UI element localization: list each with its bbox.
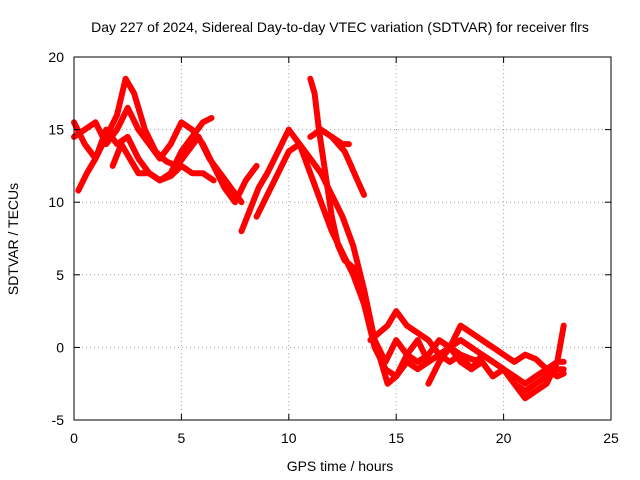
plot-frame (73, 56, 612, 421)
y-tick-label: 20 (48, 49, 64, 65)
series-track-5 (238, 126, 486, 380)
series-track-6 (253, 141, 567, 394)
series-track-4 (109, 141, 217, 184)
series-track-10 (367, 308, 567, 380)
data-traces (71, 75, 567, 402)
grid-layer (74, 57, 611, 420)
series-track-7 (307, 75, 567, 387)
x-tick-label: 5 (178, 430, 186, 446)
series-track-9 (307, 126, 352, 148)
x-tick-label: 10 (281, 430, 297, 446)
x-tick-label: 15 (388, 430, 404, 446)
y-tick-label: 5 (56, 267, 64, 283)
y-tick-label: 0 (56, 339, 64, 355)
x-axis-label: GPS time / hours (287, 458, 394, 474)
x-tick-label: 20 (496, 430, 512, 446)
axis-ticks: 0 5 10 15 20 25 -5 0 5 10 15 20 (48, 49, 619, 446)
y-axis-label: SDTVAR / TECUs (5, 183, 21, 295)
x-tick-label: 25 (603, 430, 619, 446)
y-tick-label: 10 (48, 194, 64, 210)
series-track-11 (425, 322, 567, 402)
y-tick-label: 15 (48, 122, 64, 138)
chart-title: Day 227 of 2024, Sidereal Day-to-day VTE… (91, 19, 589, 35)
series-track-3 (75, 115, 215, 194)
x-tick-label: 0 (70, 430, 78, 446)
y-tick-label: -5 (52, 412, 65, 428)
